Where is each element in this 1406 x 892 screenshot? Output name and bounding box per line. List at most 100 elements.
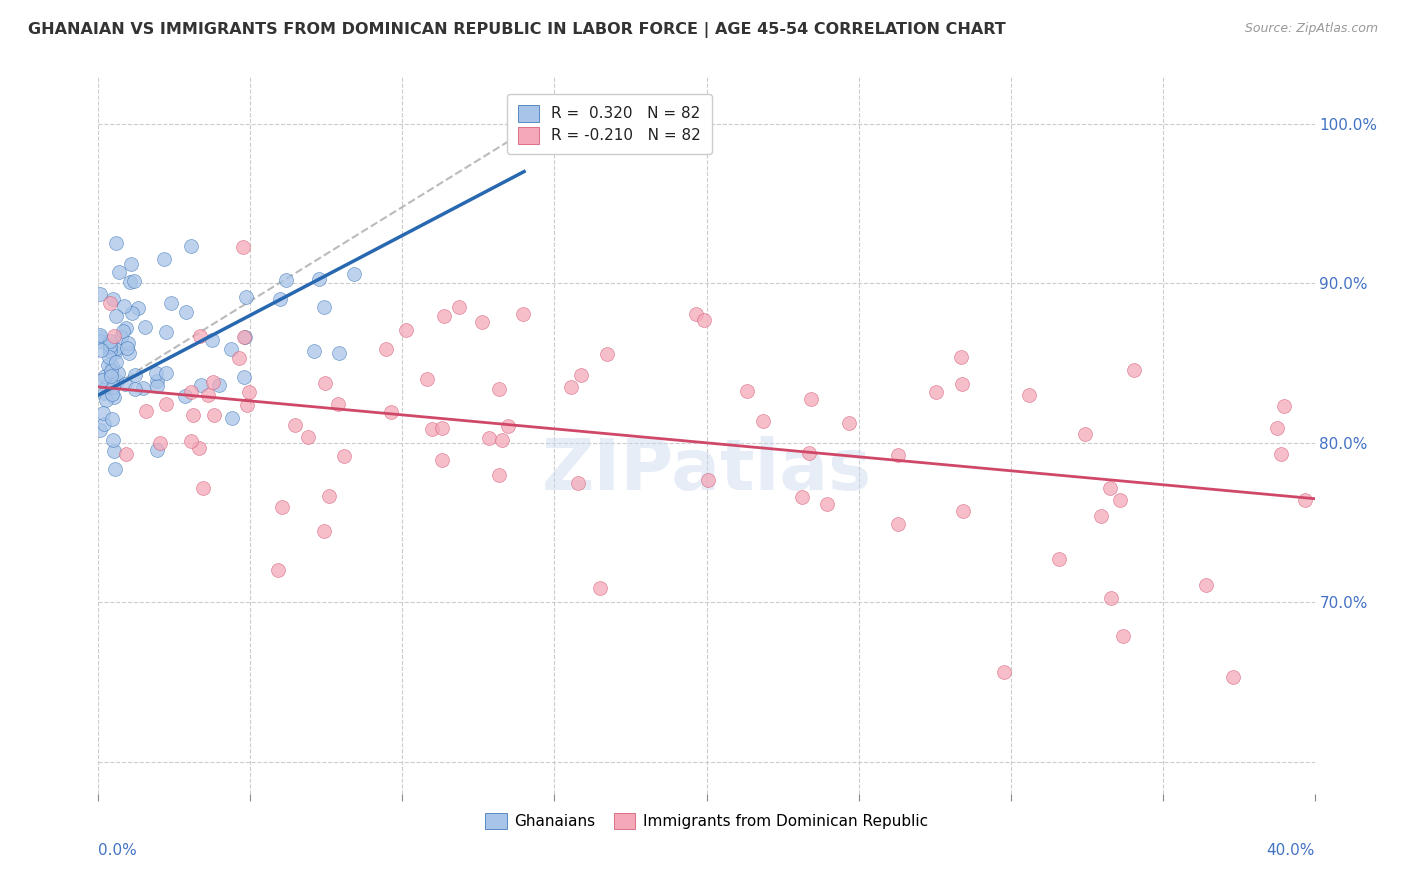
Point <box>118 345 141 359</box>
Point <box>235 289 257 303</box>
Point <box>221 411 243 425</box>
Point <box>478 431 501 445</box>
Point <box>174 389 197 403</box>
Point <box>160 296 183 310</box>
Point <box>1265 421 1288 435</box>
Point <box>1122 362 1144 376</box>
Point <box>94 369 117 384</box>
Point <box>952 503 974 517</box>
Point <box>235 398 257 412</box>
Point <box>104 462 127 476</box>
Point <box>145 366 167 380</box>
Point <box>1099 591 1122 605</box>
Point <box>115 448 138 462</box>
Point <box>180 434 202 448</box>
Point <box>105 374 128 388</box>
Point <box>1099 481 1122 495</box>
Point <box>318 489 340 503</box>
Point <box>924 385 946 400</box>
Point <box>1090 508 1112 523</box>
Point <box>146 374 169 388</box>
Point <box>269 292 291 306</box>
Point <box>219 342 242 356</box>
Point <box>312 524 335 538</box>
Point <box>1272 399 1295 413</box>
Point <box>120 257 142 271</box>
Point <box>191 481 214 495</box>
Point <box>98 295 121 310</box>
Point <box>790 490 813 504</box>
Point <box>328 397 350 411</box>
Point <box>94 378 117 392</box>
Point <box>114 299 136 313</box>
Point <box>1294 493 1316 508</box>
Point <box>887 448 910 462</box>
Point <box>488 468 510 483</box>
Point <box>93 385 115 400</box>
Point <box>838 416 860 430</box>
Point <box>104 343 127 357</box>
Point <box>197 388 219 402</box>
Point <box>1270 447 1292 461</box>
Point <box>180 239 202 253</box>
Point <box>697 474 720 488</box>
Point <box>430 452 453 467</box>
Point <box>122 274 145 288</box>
Point <box>97 359 120 373</box>
Point <box>993 665 1015 680</box>
Point <box>155 397 177 411</box>
Point <box>89 327 111 342</box>
Point <box>208 378 231 392</box>
Point <box>127 301 149 316</box>
Point <box>124 382 146 396</box>
Point <box>1222 671 1244 685</box>
Point <box>491 434 513 448</box>
Text: GHANAIAN VS IMMIGRANTS FROM DOMINICAN REPUBLIC IN LABOR FORCE | AGE 45-54 CORREL: GHANAIAN VS IMMIGRANTS FROM DOMINICAN RE… <box>28 22 1005 38</box>
Point <box>118 275 141 289</box>
Point <box>93 417 115 432</box>
Point <box>152 252 174 267</box>
Point <box>188 329 211 343</box>
Point <box>100 364 122 378</box>
Point <box>488 382 510 396</box>
Point <box>232 240 254 254</box>
Point <box>312 300 335 314</box>
Point <box>115 321 138 335</box>
Point <box>950 377 973 392</box>
Point <box>89 287 111 301</box>
Point <box>188 442 211 456</box>
Point <box>98 344 121 359</box>
Point <box>98 334 121 349</box>
Point <box>267 563 290 577</box>
Point <box>447 300 470 314</box>
Point <box>96 393 118 408</box>
Point <box>685 307 707 321</box>
Point <box>96 378 118 392</box>
Point <box>131 381 153 395</box>
Point <box>101 380 124 394</box>
Point <box>569 368 592 383</box>
Point <box>155 366 177 380</box>
Text: 0.0%: 0.0% <box>98 843 138 858</box>
Point <box>567 475 589 490</box>
Point <box>103 433 125 447</box>
Point <box>512 307 534 321</box>
Point <box>1018 387 1040 401</box>
Point <box>104 344 127 359</box>
Point <box>146 443 169 458</box>
Point <box>430 421 453 435</box>
Point <box>149 436 172 450</box>
Point <box>887 516 910 531</box>
Point <box>103 444 125 458</box>
Point <box>155 325 177 339</box>
Point <box>950 350 973 364</box>
Point <box>232 330 254 344</box>
Point <box>105 309 128 323</box>
Point <box>117 341 139 355</box>
Point <box>101 292 124 306</box>
Point <box>103 329 125 343</box>
Point <box>333 449 356 463</box>
Point <box>98 343 121 357</box>
Point <box>232 370 254 384</box>
Point <box>314 376 336 390</box>
